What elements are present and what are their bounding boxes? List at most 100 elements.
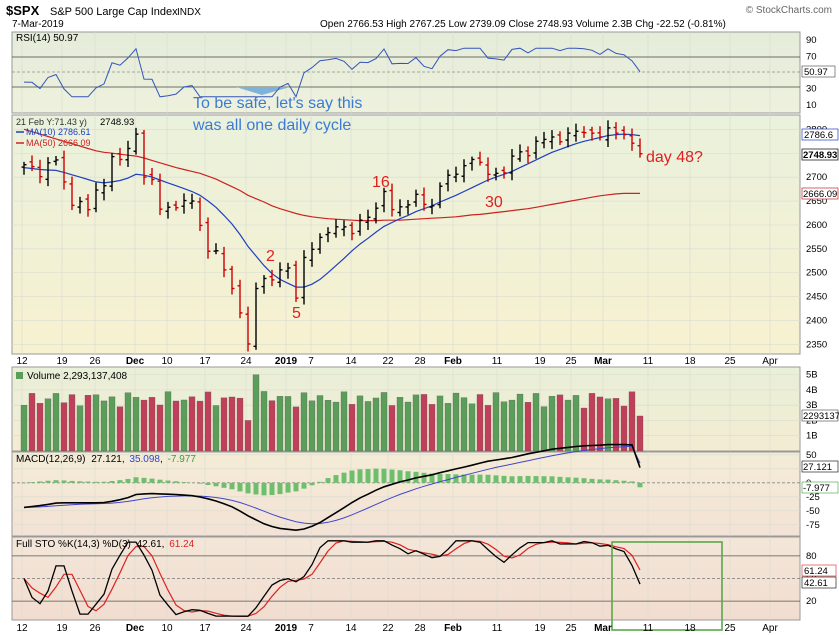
x-tick-label: Apr <box>762 356 778 367</box>
macd-hist-bar <box>229 482 235 490</box>
volume-bar <box>636 415 644 452</box>
rsi-panel <box>11 31 801 114</box>
macd-hist-bar <box>397 470 403 483</box>
macd-hist-bar <box>333 475 339 483</box>
volume-bar <box>260 391 268 452</box>
volume-bar <box>172 400 180 452</box>
volume-bar <box>332 401 340 452</box>
macd-hist-bar <box>533 476 539 483</box>
rsi-tick-label: 10 <box>806 100 817 111</box>
macd-hist-bar <box>85 481 91 483</box>
volume-bar <box>604 398 612 452</box>
volume-bar <box>484 405 492 452</box>
volume-bar <box>564 399 572 452</box>
macd-hist-bar <box>269 482 275 496</box>
exchange: INDX <box>177 7 201 18</box>
brand-logo: © StockCharts.com <box>746 5 832 16</box>
macd-hist-bar <box>245 482 251 494</box>
price-tick-label: 2450 <box>806 292 827 303</box>
volume-bar <box>308 400 316 452</box>
volume-bar <box>284 396 292 452</box>
x-tick-label: 24 <box>240 623 252 634</box>
x-tick-label: 10 <box>161 623 173 634</box>
macd-hist-bar <box>437 473 443 483</box>
volume-bar <box>500 401 508 452</box>
price-legend-date: 21 Feb Y:71.43 y) <box>16 117 87 127</box>
volume-bar <box>612 398 620 452</box>
x-tick-label: 22 <box>382 623 394 634</box>
macd-tick-label: -75 <box>806 520 820 531</box>
macd-hist-bar <box>517 476 523 483</box>
volume-tick-label: 5B <box>806 370 818 381</box>
volume-bar <box>116 406 124 452</box>
volume-bars <box>20 374 644 452</box>
volume-bar <box>100 400 108 452</box>
x-tick-label: 25 <box>565 623 577 634</box>
volume-legend-swatch <box>16 372 23 379</box>
macd-hist-bar <box>221 482 227 488</box>
price-tick-label: 2600 <box>806 220 827 231</box>
volume-bar <box>228 396 236 452</box>
x-tick-label: 19 <box>534 356 546 367</box>
volume-bar <box>516 393 524 452</box>
macd-hist-bar <box>541 476 547 483</box>
macd-hist-bar <box>597 479 603 483</box>
macd-hist-bar <box>53 480 59 483</box>
macd-hist-bar <box>485 474 491 483</box>
sto-legend-k: 42.61 <box>137 539 162 550</box>
macd-hist-bar <box>573 477 579 483</box>
volume-bar <box>220 397 228 452</box>
volume-bar <box>68 394 76 452</box>
macd-hist-bar <box>557 476 563 483</box>
chart-date: 7-Mar-2019 <box>12 19 64 30</box>
price-bars <box>21 120 643 352</box>
volume-bar <box>180 399 188 452</box>
macd-hist-bar <box>141 477 147 483</box>
volume-bar <box>404 401 412 452</box>
macd-hist-bar <box>637 482 643 488</box>
volume-bar <box>620 405 628 452</box>
sto-legend-d: 61.24 <box>169 539 194 550</box>
x-tick-label: 10 <box>161 356 173 367</box>
macd-hist-bar <box>253 482 259 495</box>
volume-bar <box>84 395 92 452</box>
volume-bar <box>212 405 220 452</box>
ma10-tag <box>801 128 839 141</box>
macd-hist-bar <box>77 481 83 483</box>
macd-hist-bar <box>237 482 243 492</box>
macd-hist-bar <box>365 469 371 483</box>
macd-hist-bar <box>525 475 531 483</box>
volume-bar <box>204 391 212 452</box>
sto-k-tag <box>801 576 837 589</box>
annotation-line-1: To be safe, let's say this <box>193 95 362 112</box>
price-tick-label: 2650 <box>806 196 827 207</box>
volume-bar <box>36 403 44 452</box>
volume-bar <box>628 391 636 452</box>
price-grid <box>12 129 800 345</box>
macd-hist-bar <box>549 476 555 483</box>
x-tick-label: 25 <box>565 356 577 367</box>
macd-hist-bar <box>325 478 331 483</box>
volume-bar <box>596 396 604 452</box>
ma10-line <box>23 133 641 288</box>
volume-tick-label: 1B <box>806 431 818 442</box>
volume-bar <box>460 397 468 452</box>
macd-hist-bar <box>197 482 203 484</box>
sto-d-line <box>23 540 641 617</box>
macd-hist-bar <box>117 480 123 483</box>
x-tick-label: 7 <box>308 356 314 367</box>
x-tick-label: 18 <box>684 356 696 367</box>
price-tick-label: 2350 <box>806 339 827 350</box>
macd-tick-label: 50 <box>806 450 817 461</box>
x-tick-label: 19 <box>56 623 68 634</box>
x-tick-label: 12 <box>16 356 28 367</box>
macd-hist-bar <box>581 478 587 483</box>
macd-legend-signal: 35.098 <box>129 454 160 465</box>
volume-tick-label: 4B <box>806 385 818 396</box>
macd-legend-prefix: MACD(12,26,9) <box>16 454 85 465</box>
label-5: 5 <box>292 305 301 322</box>
rsi-oversold-fill <box>236 87 290 95</box>
volume-bar <box>236 397 244 452</box>
index-name: S&P 500 Large Cap Index <box>50 6 178 18</box>
volume-bar <box>540 406 548 452</box>
